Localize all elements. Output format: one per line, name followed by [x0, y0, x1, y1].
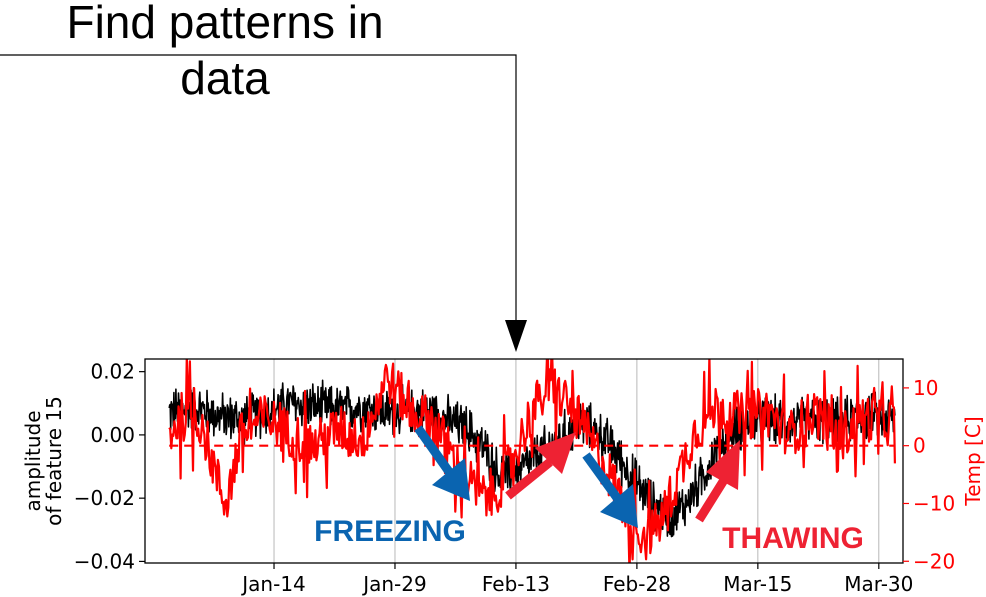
y-left-tick-label: 0.02: [90, 360, 135, 384]
y-left-tick-label: 0.00: [90, 423, 135, 447]
y-left-tick-label: −0.04: [74, 549, 135, 573]
y-left-label-line-1: amplitude: [21, 410, 45, 511]
thawing-label: THAWING: [722, 522, 864, 555]
x-tick-label: Jan-14: [240, 572, 306, 596]
plot-frame: [144, 358, 904, 564]
y-left-label-line-2: of feature 15: [42, 396, 66, 526]
x-tick-label: Feb-13: [482, 572, 550, 596]
y-right-label: Temp [C]: [961, 416, 985, 506]
x-tick-label: Feb-28: [603, 572, 671, 596]
y-left-tick-label: −0.02: [74, 486, 135, 510]
heading-line-2: data: [180, 52, 270, 104]
thawing-arrow-1: [505, 432, 576, 500]
x-tick-label: Jan-29: [361, 572, 427, 596]
axes: Jan-14 Jan-29 Feb-13 Feb-28 Mar-15 Mar-30 0.02…: [74, 360, 956, 596]
x-tick-label: Mar-30: [844, 572, 913, 596]
temperature-series: [168, 359, 896, 563]
freezing-label: FREEZING: [314, 515, 466, 548]
x-tick-label: Mar-15: [723, 572, 792, 596]
y-right-tick-label: −20: [913, 549, 955, 573]
y-right-tick-label: −10: [913, 491, 955, 515]
thawing-arrow-2: [695, 440, 740, 523]
y-right-tick-label: 10: [913, 376, 938, 400]
freezing-arrow-2: [582, 452, 638, 528]
pointer-line: [0, 54, 517, 322]
series-layer: [168, 359, 896, 563]
freezing-arrow-1: [414, 425, 470, 501]
y-right-tick-label: 0: [913, 434, 926, 458]
heading-line-1: Find patterns in: [66, 0, 383, 48]
pointer-arrowhead: [505, 320, 527, 352]
